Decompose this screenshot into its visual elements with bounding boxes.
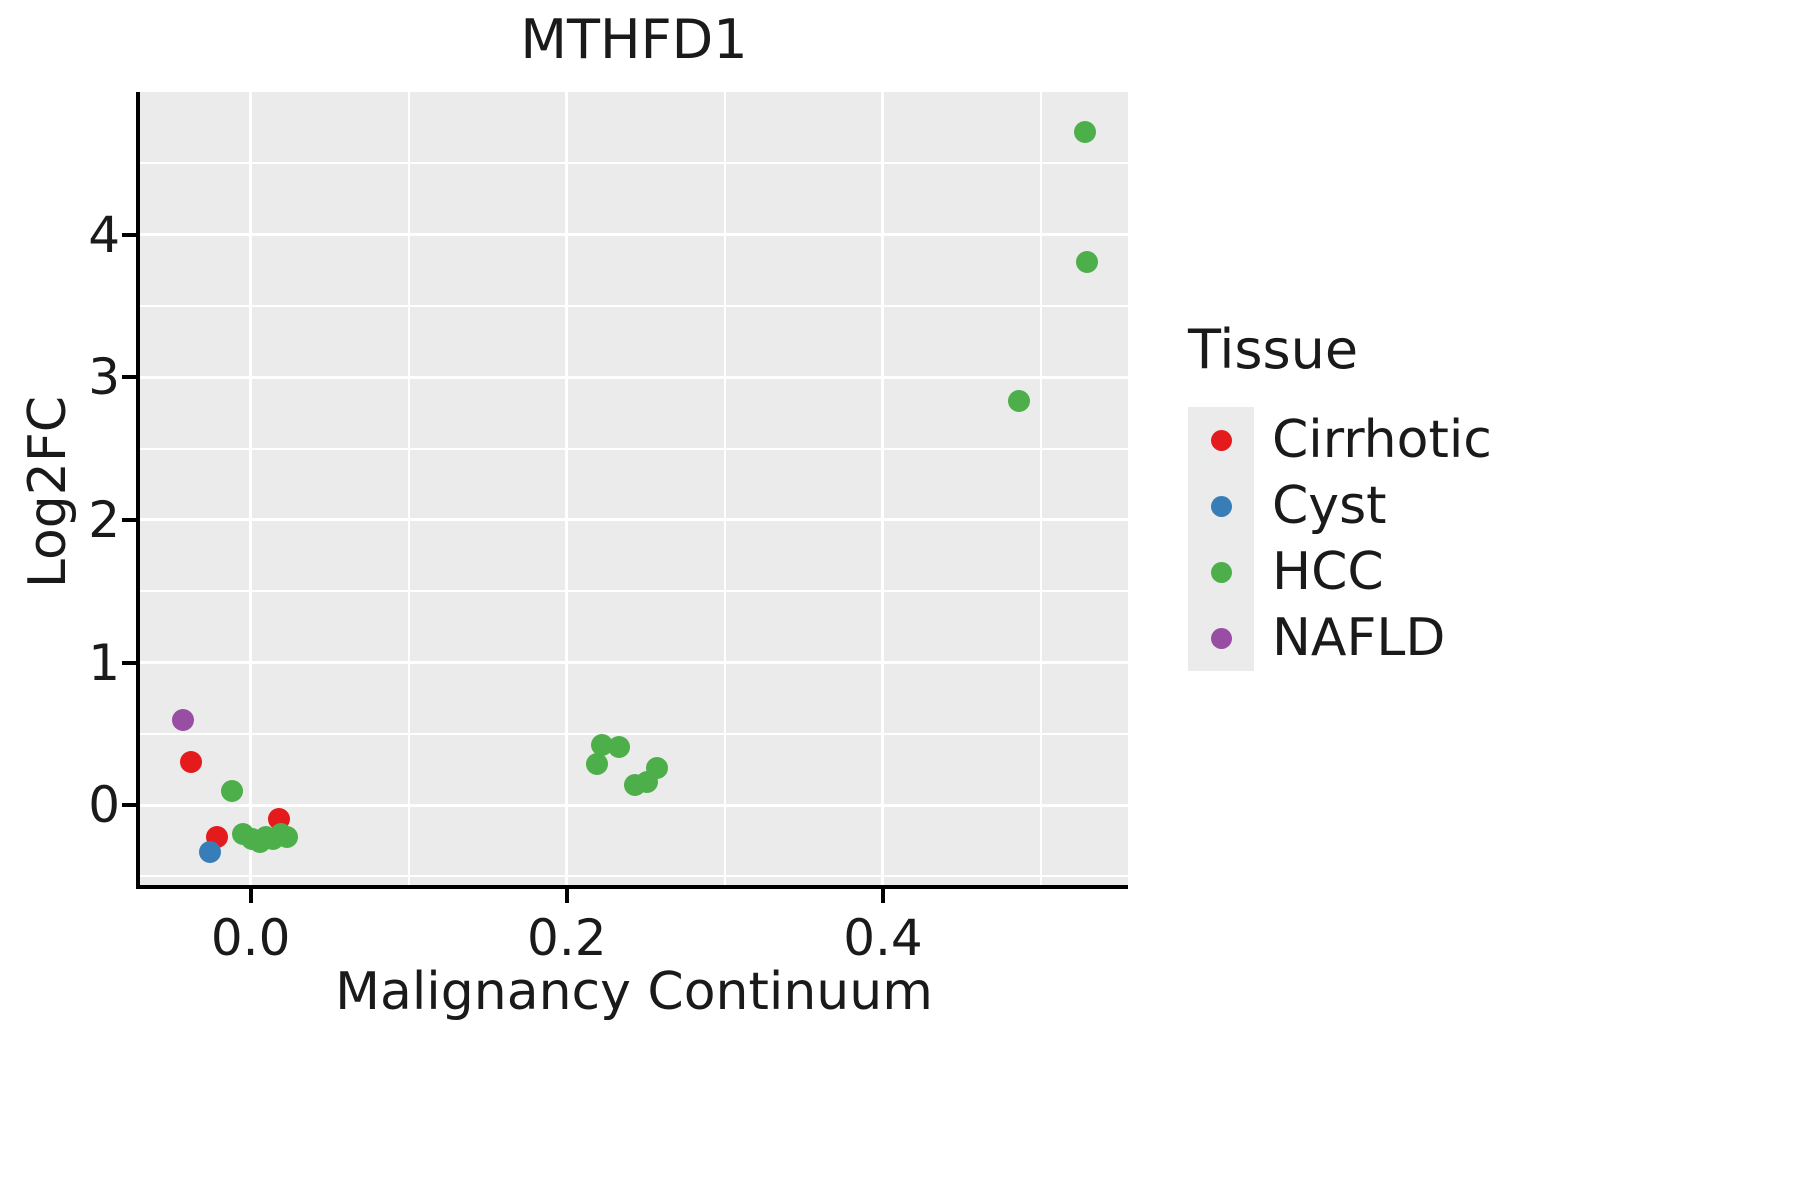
- legend-dot-nafld: [1210, 627, 1232, 649]
- minor-gridline-x: [723, 92, 726, 885]
- legend-dot-cyst: [1210, 495, 1232, 517]
- legend-entry-nafld: NAFLD: [1188, 605, 1492, 671]
- data-point-hcc: [1007, 390, 1030, 413]
- major-gridline-y: [140, 803, 1128, 807]
- x-tick-mark: [248, 889, 253, 903]
- minor-gridline-y: [140, 590, 1128, 593]
- legend-key: [1188, 407, 1254, 473]
- data-point-hcc: [590, 734, 613, 757]
- data-point-hcc: [607, 735, 630, 758]
- y-tick-mark: [122, 660, 136, 665]
- major-gridline-y: [140, 375, 1128, 379]
- y-tick-mark: [122, 375, 136, 380]
- legend-label-cyst: Cyst: [1272, 476, 1387, 536]
- x-tick-label: 0.4: [843, 909, 923, 967]
- legend-label-hcc: HCC: [1272, 542, 1384, 602]
- y-tick-label: 1: [88, 633, 120, 692]
- minor-gridline-x: [1040, 92, 1043, 885]
- data-point-hcc: [645, 757, 668, 780]
- data-point-hcc: [585, 752, 608, 775]
- major-gridline-y: [140, 518, 1128, 522]
- data-point-cirrhotic: [179, 751, 202, 774]
- minor-gridline-y: [140, 304, 1128, 307]
- data-point-hcc: [1074, 120, 1097, 143]
- legend-dot-hcc: [1210, 561, 1232, 583]
- x-tick-label: 0.2: [527, 909, 607, 967]
- y-tick-label: 2: [88, 490, 120, 549]
- legend-entries: Cirrhotic Cyst HCC NAFLD: [1188, 407, 1492, 671]
- major-gridline-x: [249, 92, 253, 885]
- minor-gridline-y: [140, 162, 1128, 165]
- y-tick-label: 0: [88, 776, 120, 835]
- major-gridline-y: [140, 661, 1128, 664]
- minor-gridline-y: [140, 447, 1128, 450]
- plot-panel: [140, 92, 1128, 885]
- legend-label-nafld: NAFLD: [1272, 608, 1446, 668]
- major-gridline-x: [881, 92, 885, 885]
- minor-gridline-x: [407, 92, 410, 885]
- legend-entry-hcc: HCC: [1188, 539, 1492, 605]
- y-tick-mark: [122, 803, 136, 808]
- legend-label-cirrhotic: Cirrhotic: [1272, 410, 1492, 470]
- x-tick-label: 0.0: [210, 909, 291, 967]
- x-axis-line: [136, 885, 1128, 889]
- x-tick-mark: [880, 889, 885, 903]
- data-point-nafld: [171, 708, 194, 731]
- legend-title: Tissue: [1188, 318, 1359, 381]
- data-point-cyst: [198, 841, 221, 864]
- y-tick-mark: [122, 232, 136, 237]
- x-tick-mark: [564, 889, 569, 903]
- legend: Tissue Cirrhotic Cyst HCC NAFLD: [1188, 318, 1492, 671]
- legend-entry-cyst: Cyst: [1188, 473, 1492, 539]
- legend-dot-cirrhotic: [1210, 429, 1232, 451]
- major-gridline-x: [565, 92, 569, 885]
- y-axis-line: [136, 92, 140, 889]
- minor-gridline-y: [140, 875, 1128, 878]
- legend-key: [1188, 473, 1254, 539]
- data-point-hcc: [220, 779, 243, 802]
- legend-key: [1188, 605, 1254, 671]
- legend-entry-cirrhotic: Cirrhotic: [1188, 407, 1492, 473]
- y-tick-label: 3: [88, 348, 120, 407]
- legend-key: [1188, 539, 1254, 605]
- y-tick-label: 4: [88, 205, 120, 264]
- data-point-hcc: [1075, 250, 1098, 273]
- y-tick-mark: [122, 517, 136, 522]
- major-gridline-y: [140, 233, 1128, 237]
- x-axis-title: Malignancy Continuum: [335, 962, 933, 1022]
- minor-gridline-y: [140, 732, 1128, 735]
- chart-title: MTHFD1: [520, 8, 748, 71]
- data-point-hcc: [276, 825, 298, 848]
